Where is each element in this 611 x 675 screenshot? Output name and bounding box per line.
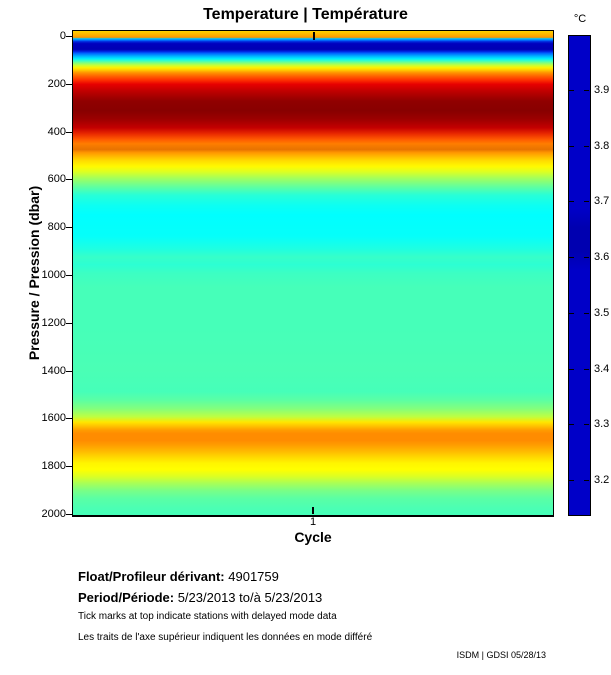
colorbar-tick-mark-right-3.5 — [584, 312, 589, 314]
y-tick-mark-400 — [66, 131, 72, 133]
colorbar-tick-mark-right-3.8 — [584, 145, 589, 147]
colorbar-tick-mark-left-3.9 — [569, 90, 574, 91]
period-line: Period/Période: 5/23/2013 to/à 5/23/2013 — [78, 590, 322, 605]
x-axis-tick-mark — [312, 507, 314, 514]
chart-title: Temperature | Température — [203, 6, 408, 23]
float-id-line: Float/Profileur dérivant: 4901759 — [78, 569, 279, 584]
colorbar-tick-mark-left-3.2 — [569, 479, 574, 481]
y-tick-mark-2000 — [66, 514, 72, 515]
colorbar-tick-label-3.9: 3.9 — [594, 84, 610, 96]
y-tick-label-1800: 1800 — [41, 460, 66, 473]
colorbar-tick-label-3.2: 3.2 — [594, 473, 610, 486]
colorbar-tick-label-3.5: 3.5 — [594, 306, 610, 319]
y-tick-mark-800 — [66, 227, 72, 229]
y-tick-label-600: 600 — [47, 173, 66, 186]
y-tick-label-0: 0 — [59, 30, 66, 42]
colorbar-tick-mark-right-3.3 — [584, 424, 589, 426]
colorbar-tick-label-3.4: 3.4 — [594, 362, 610, 375]
colorbar-tick-mark-left-3.8 — [569, 145, 574, 147]
colorbar-tick-mark-right-3.6 — [584, 257, 589, 259]
delayed-mode-tick-mark — [313, 32, 315, 40]
y-tick-label-1200: 1200 — [41, 316, 66, 329]
y-tick-mark-1200 — [66, 322, 72, 324]
x-axis-label: Cycle — [294, 529, 332, 545]
colorbar-tick-mark-right-3.9 — [584, 90, 589, 91]
colorbar-tick-mark-left-3.3 — [569, 424, 574, 426]
note-english: Tick marks at top indicate stations with… — [78, 611, 337, 622]
y-tick-mark-1800 — [66, 466, 72, 468]
credit-text: ISDM | GDSI 05/28/13 — [456, 650, 546, 660]
colorbar-unit-label: °C — [573, 13, 587, 25]
colorbar-tick-label-3.6: 3.6 — [594, 251, 610, 264]
y-tick-label-1000: 1000 — [41, 269, 66, 281]
y-tick-mark-1400 — [66, 370, 72, 372]
y-tick-label-1400: 1400 — [41, 364, 66, 377]
colorbar-tick-label-3.3: 3.3 — [594, 418, 610, 431]
y-tick-label-800: 800 — [47, 221, 66, 234]
colorbar — [568, 35, 591, 516]
y-tick-mark-0 — [66, 36, 72, 37]
colorbar-tick-mark-left-3.5 — [569, 312, 574, 314]
y-tick-mark-1000 — [66, 275, 72, 276]
colorbar-tick-mark-left-3.6 — [569, 257, 574, 259]
heatmap-plot-area — [72, 30, 554, 517]
colorbar-tick-mark-right-3.2 — [584, 479, 589, 481]
note-french: Les traits de l'axe supérieur indiquent … — [78, 632, 373, 643]
y-tick-label-2000: 2000 — [41, 508, 66, 520]
y-tick-label-200: 200 — [47, 77, 66, 90]
y-tick-label-400: 400 — [47, 125, 66, 138]
colorbar-tick-mark-right-3.7 — [584, 201, 589, 203]
y-tick-label-1600: 1600 — [41, 412, 66, 425]
period-label: Period/Période: — [78, 590, 175, 605]
float-id-value: 4901759 — [228, 569, 279, 584]
colorbar-tick-mark-left-3.4 — [569, 368, 574, 370]
y-tick-mark-1600 — [66, 418, 72, 420]
y-tick-mark-600 — [66, 179, 72, 181]
float-id-label: Float/Profileur dérivant: — [78, 569, 225, 584]
y-tick-mark-200 — [66, 83, 72, 85]
colorbar-tick-label-3.8: 3.8 — [594, 139, 610, 152]
colorbar-tick-mark-right-3.4 — [584, 368, 589, 370]
period-value: 5/23/2013 to/à 5/23/2013 — [177, 590, 323, 605]
x-axis-tick-label: 1 — [309, 516, 317, 528]
colorbar-tick-mark-left-3.7 — [569, 201, 574, 203]
colorbar-tick-label-3.7: 3.7 — [594, 195, 610, 208]
